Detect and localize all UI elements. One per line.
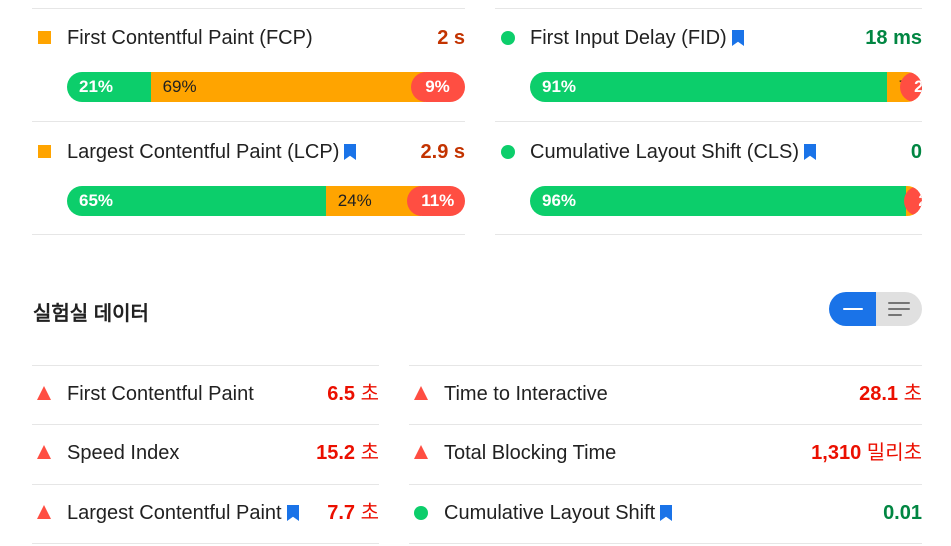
summary-view-icon xyxy=(843,308,863,310)
good-circle-icon xyxy=(501,31,515,45)
divider xyxy=(32,234,465,235)
bookmark-icon[interactable] xyxy=(659,504,673,522)
average-square-icon xyxy=(38,145,51,158)
divider xyxy=(32,484,379,485)
divider xyxy=(409,365,922,366)
metric-label: Total Blocking Time xyxy=(444,442,617,464)
distribution-bar: 21% 69% 9% xyxy=(67,72,465,102)
metric-label: Cumulative Layout Shift (CLS) xyxy=(530,140,817,164)
metric-value: 2 s xyxy=(437,27,465,49)
average-segment: 69% xyxy=(150,72,426,102)
lab-metric-fcp: First Contentful Paint 6.5 초 xyxy=(32,365,379,425)
metric-value: 0 xyxy=(910,141,922,163)
metric-label: Time to Interactive xyxy=(444,383,608,405)
metric-value: 15.2 초 xyxy=(316,442,379,464)
divider xyxy=(495,8,922,9)
divider xyxy=(32,365,379,366)
metric-label: First Input Delay (FID) xyxy=(530,26,745,50)
divider xyxy=(409,543,922,544)
metric-value: 18 ms xyxy=(865,27,922,49)
metric-value: 0.01 xyxy=(883,502,922,524)
divider xyxy=(495,234,922,235)
divider xyxy=(32,543,379,544)
divider xyxy=(495,121,922,122)
metric-label: Speed Index xyxy=(67,442,180,464)
divider xyxy=(32,121,465,122)
field-metric-cls: Cumulative Layout Shift (CLS) 0 96% 1% 2… xyxy=(495,140,922,220)
good-circle-icon xyxy=(501,145,515,159)
lab-metric-cls: Cumulative Layout Shift 0.01 xyxy=(409,484,922,544)
field-metric-lcp: Largest Contentful Paint (LCP) 2.9 s 65%… xyxy=(32,140,465,220)
poor-triangle-icon xyxy=(414,386,428,400)
lab-metric-speed-index: Speed Index 15.2 초 xyxy=(32,424,379,484)
metric-label: First Contentful Paint (FCP) xyxy=(67,27,313,49)
bookmark-icon[interactable] xyxy=(731,29,745,47)
metric-label: Largest Contentful Paint (LCP) xyxy=(67,140,357,164)
view-toggle[interactable] xyxy=(829,292,922,326)
section-title: 실험실 데이터 xyxy=(33,303,149,325)
metric-value: 28.1 초 xyxy=(859,383,922,405)
divider xyxy=(409,484,922,485)
metric-label: Largest Contentful Paint xyxy=(67,501,300,525)
poor-triangle-icon xyxy=(414,445,428,459)
divider xyxy=(32,424,379,425)
distribution-bar: 96% 1% 2% xyxy=(530,186,922,216)
lab-metric-lcp: Largest Contentful Paint 7.7 초 xyxy=(32,484,379,544)
divider xyxy=(32,8,465,9)
good-circle-icon xyxy=(414,506,428,520)
slow-segment: 11% xyxy=(407,186,465,216)
poor-triangle-icon xyxy=(37,445,51,459)
bookmark-icon[interactable] xyxy=(803,143,817,161)
distribution-bar: 91% 7% 2% xyxy=(530,72,922,102)
fast-segment: 96% xyxy=(530,186,907,216)
metric-value: 6.5 초 xyxy=(327,383,379,405)
summary-view-button[interactable] xyxy=(829,292,876,326)
metric-value: 2.9 s xyxy=(420,141,465,163)
average-square-icon xyxy=(38,31,51,44)
slow-segment: 9% xyxy=(411,72,465,102)
bookmark-icon[interactable] xyxy=(286,504,300,522)
distribution-bar: 65% 24% 11% xyxy=(67,186,465,216)
poor-triangle-icon xyxy=(37,386,51,400)
fast-segment: 65% xyxy=(67,186,326,216)
field-metric-fid: First Input Delay (FID) 18 ms 91% 7% 2% xyxy=(495,26,922,106)
detail-view-button[interactable] xyxy=(875,292,922,326)
slow-segment: 2% xyxy=(904,186,922,216)
bookmark-icon[interactable] xyxy=(343,143,357,161)
divider xyxy=(409,424,922,425)
average-segment: 24% xyxy=(325,186,422,216)
metric-value: 1,310 밀리초 xyxy=(811,442,922,464)
lab-metric-tti: Time to Interactive 28.1 초 xyxy=(409,365,922,425)
field-metric-fcp: First Contentful Paint (FCP) 2 s 21% 69%… xyxy=(32,26,465,106)
metric-label: First Contentful Paint xyxy=(67,383,254,405)
poor-triangle-icon xyxy=(37,505,51,519)
fast-segment: 21% xyxy=(67,72,151,102)
lab-metric-tbt: Total Blocking Time 1,310 밀리초 xyxy=(409,424,922,484)
metric-value: 7.7 초 xyxy=(327,502,379,524)
slow-segment: 2% xyxy=(900,72,922,102)
metric-label: Cumulative Layout Shift xyxy=(444,501,673,525)
fast-segment: 91% xyxy=(530,72,887,102)
